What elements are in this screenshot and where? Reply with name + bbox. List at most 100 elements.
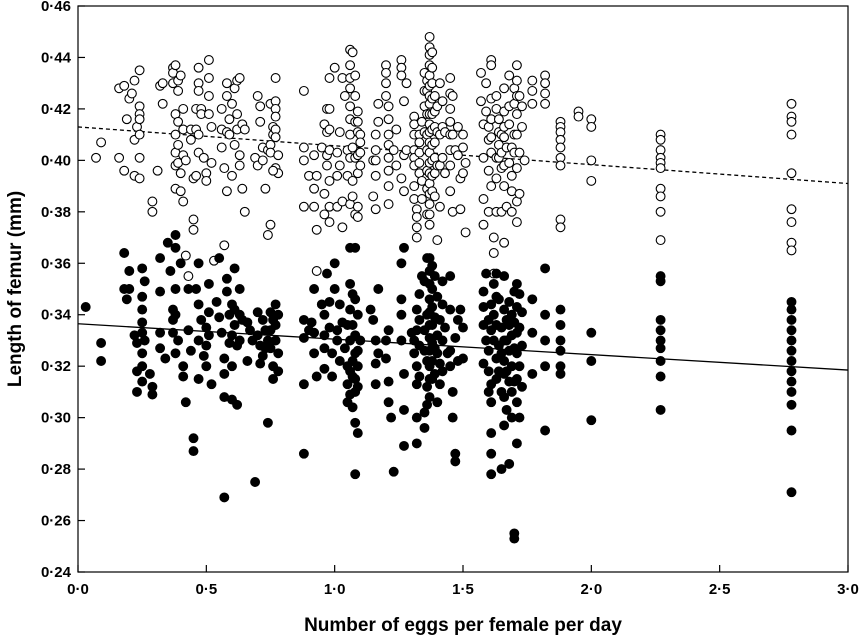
open-point <box>119 80 130 91</box>
filled-point <box>227 330 237 341</box>
filled-point <box>586 327 597 338</box>
filled-point <box>496 464 507 475</box>
open-point <box>511 60 522 71</box>
filled-point <box>345 304 356 315</box>
filled-point <box>478 358 489 369</box>
open-point <box>504 70 515 81</box>
filled-point <box>139 276 150 287</box>
filled-point <box>432 291 443 302</box>
open-point <box>188 224 199 235</box>
open-point <box>486 60 497 71</box>
open-point <box>540 98 551 109</box>
x-axis-title: Number of eggs per female per day <box>304 615 622 636</box>
filled-point <box>270 320 281 330</box>
open-point <box>517 121 527 132</box>
open-point <box>206 121 217 132</box>
filled-point <box>414 371 425 382</box>
filled-point <box>486 469 497 480</box>
open-point <box>273 150 284 161</box>
filled-point <box>265 343 276 354</box>
filled-point <box>201 361 212 372</box>
y-tick-label: 0·38 <box>41 204 71 221</box>
filled-point <box>488 278 499 289</box>
filled-point <box>298 448 309 459</box>
y-tick-label: 0·36 <box>41 255 71 272</box>
open-point <box>476 67 486 78</box>
open-point <box>121 114 132 125</box>
open-point <box>586 155 597 166</box>
open-point <box>373 98 384 109</box>
filled-point <box>147 389 158 400</box>
filled-point <box>411 412 422 423</box>
filled-point <box>270 299 281 310</box>
filled-point <box>339 343 350 354</box>
open-point <box>185 134 196 145</box>
open-point <box>352 106 363 117</box>
filled-point <box>478 286 489 297</box>
open-point <box>232 109 243 120</box>
filled-point <box>381 353 391 364</box>
open-point <box>424 31 435 42</box>
open-point <box>411 232 422 243</box>
open-point <box>499 181 510 192</box>
x-tick-label: 0·5 <box>195 581 217 598</box>
open-point <box>555 142 566 153</box>
open-point <box>193 62 204 73</box>
filled-point <box>540 263 551 274</box>
filled-point <box>365 304 376 315</box>
filled-point <box>347 402 358 413</box>
filled-point <box>483 345 494 356</box>
open-point <box>322 160 332 171</box>
filled-point <box>332 335 343 346</box>
open-point <box>383 101 394 112</box>
filled-point <box>399 440 409 451</box>
filled-point <box>414 289 425 300</box>
open-point <box>198 152 209 163</box>
open-point <box>481 106 492 117</box>
filled-point <box>193 374 204 384</box>
filled-point <box>786 335 797 346</box>
open-point <box>221 78 232 89</box>
open-point <box>239 124 250 135</box>
open-point <box>355 137 366 148</box>
open-point <box>370 129 381 140</box>
filled-point <box>540 361 551 372</box>
filled-point <box>411 361 422 372</box>
open-point <box>219 163 230 174</box>
filled-point <box>437 299 448 310</box>
filled-point <box>445 361 456 372</box>
open-point <box>203 73 214 83</box>
filled-point <box>327 371 338 382</box>
filled-point <box>319 343 330 354</box>
open-point <box>381 78 391 89</box>
filled-point <box>165 266 176 276</box>
open-point <box>478 152 489 163</box>
open-point <box>114 152 125 163</box>
open-point <box>324 217 335 228</box>
open-point <box>655 191 666 202</box>
open-point <box>345 101 356 112</box>
open-point <box>309 201 320 212</box>
filled-point <box>144 368 155 379</box>
open-point <box>324 103 335 114</box>
open-point <box>129 75 140 86</box>
open-point <box>324 175 335 186</box>
filled-point <box>139 335 150 346</box>
filled-point <box>162 237 173 248</box>
open-point <box>91 152 101 163</box>
open-point <box>173 139 184 150</box>
filled-point <box>388 466 399 477</box>
filled-point <box>429 271 440 282</box>
filled-point <box>327 348 338 359</box>
open-point <box>445 103 456 114</box>
open-point <box>347 175 358 186</box>
filled-point <box>137 263 148 274</box>
filled-point <box>450 456 461 467</box>
filled-point <box>373 348 384 359</box>
filled-point <box>173 335 184 346</box>
filled-point <box>350 242 361 253</box>
filled-point <box>221 273 232 284</box>
filled-point <box>306 317 317 328</box>
open-point <box>786 217 797 228</box>
open-point <box>298 155 309 166</box>
